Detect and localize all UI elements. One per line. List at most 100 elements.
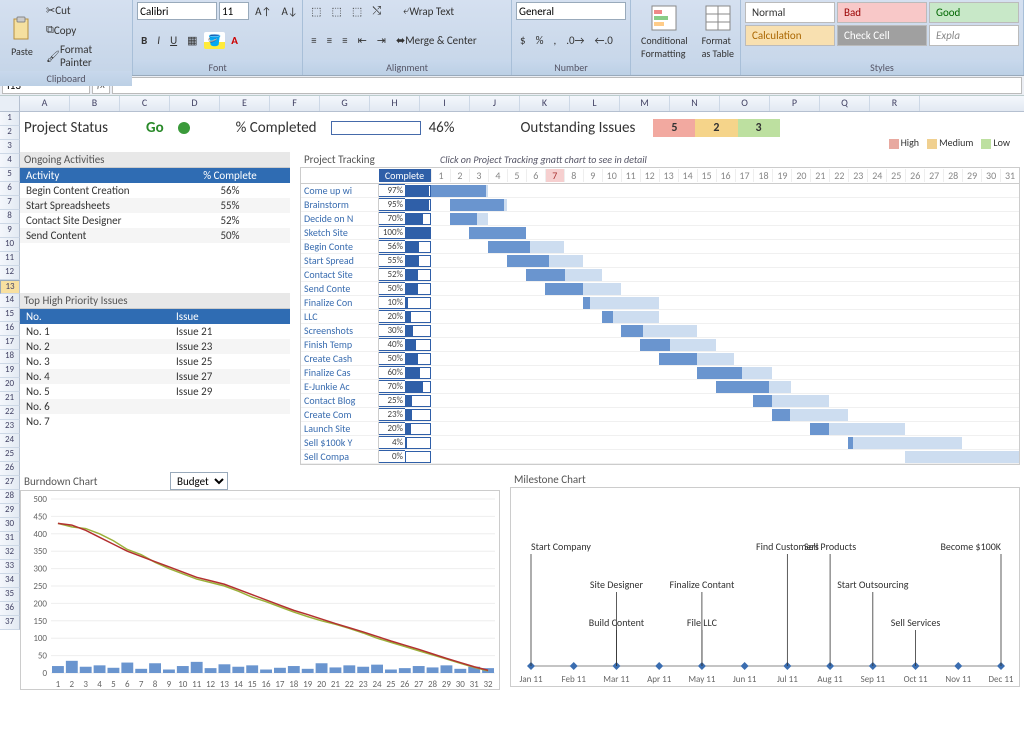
gantt-row[interactable]: Create Com23%: [301, 408, 1019, 422]
col-header[interactable]: H: [370, 96, 420, 111]
row-header[interactable]: 31: [0, 532, 20, 546]
col-header[interactable]: R: [870, 96, 920, 111]
align-right-button[interactable]: ≡: [338, 32, 351, 49]
align-bottom-button[interactable]: ⬚: [348, 3, 366, 20]
cut-button[interactable]: ✂ Cut: [42, 2, 128, 19]
row-header[interactable]: 17: [0, 336, 20, 350]
border-button[interactable]: ▦: [183, 32, 201, 49]
gantt-row[interactable]: Finalize Con10%: [301, 296, 1019, 310]
row-header[interactable]: 10: [0, 238, 20, 252]
col-header[interactable]: P: [770, 96, 820, 111]
row-header[interactable]: 19: [0, 364, 20, 378]
italic-button[interactable]: I: [153, 32, 164, 49]
row-header[interactable]: 18: [0, 350, 20, 364]
table-row[interactable]: No. 7: [20, 414, 290, 429]
select-all-corner[interactable]: [0, 96, 20, 111]
table-row[interactable]: No. 3Issue 25: [20, 354, 290, 369]
style-good[interactable]: Good: [929, 2, 1019, 23]
align-top-button[interactable]: ⬚: [307, 3, 325, 20]
row-header[interactable]: 7: [0, 196, 20, 210]
row-headers[interactable]: 1234567891011121314151617181920212223242…: [0, 112, 20, 630]
style-bad[interactable]: Bad: [837, 2, 927, 23]
col-header[interactable]: D: [170, 96, 220, 111]
col-header[interactable]: N: [670, 96, 720, 111]
row-header[interactable]: 36: [0, 602, 20, 616]
merge-button[interactable]: ⬌ Merge & Center: [392, 32, 481, 49]
style-calculation[interactable]: Calculation: [745, 25, 835, 46]
row-header[interactable]: 22: [0, 406, 20, 420]
col-header[interactable]: K: [520, 96, 570, 111]
row-header[interactable]: 29: [0, 504, 20, 518]
col-header[interactable]: J: [470, 96, 520, 111]
style-normal[interactable]: Normal: [745, 2, 835, 23]
gantt-row[interactable]: Contact Site52%: [301, 268, 1019, 282]
table-row[interactable]: Contact Site Designer52%: [20, 213, 290, 228]
gantt-row[interactable]: Finalize Cas60%: [301, 366, 1019, 380]
font-color-button[interactable]: A: [227, 32, 242, 49]
row-header[interactable]: 15: [0, 308, 20, 322]
burndown-chart[interactable]: 0501001502002503003504004505001234567891…: [20, 490, 500, 690]
gantt-row[interactable]: LLC20%: [301, 310, 1019, 324]
col-header[interactable]: F: [270, 96, 320, 111]
format-painter-button[interactable]: 🖌 Format Painter: [42, 41, 128, 71]
row-header[interactable]: 21: [0, 392, 20, 406]
orientation-button[interactable]: ⤭: [368, 2, 385, 20]
col-header[interactable]: A: [20, 96, 70, 111]
row-header[interactable]: 37: [0, 616, 20, 630]
row-header[interactable]: 30: [0, 518, 20, 532]
row-header[interactable]: 8: [0, 210, 20, 224]
row-header[interactable]: 26: [0, 462, 20, 476]
inc-decimal-button[interactable]: .0→: [562, 32, 588, 49]
table-row[interactable]: No. 4Issue 27: [20, 369, 290, 384]
font-size-select[interactable]: [219, 2, 249, 20]
gantt-row[interactable]: Start Spread55%: [301, 254, 1019, 268]
col-header[interactable]: B: [70, 96, 120, 111]
wrap-text-button[interactable]: ⤶ Wrap Text: [399, 2, 458, 20]
row-header[interactable]: 27: [0, 476, 20, 490]
col-header[interactable]: G: [320, 96, 370, 111]
row-header[interactable]: 20: [0, 378, 20, 392]
table-row[interactable]: No. 5Issue 29: [20, 384, 290, 399]
row-header[interactable]: 3: [0, 140, 20, 154]
bold-button[interactable]: B: [137, 32, 151, 49]
gantt-row[interactable]: Sell $100k Y4%: [301, 436, 1019, 450]
copy-button[interactable]: ⧉ Copy: [42, 21, 128, 39]
row-header[interactable]: 32: [0, 546, 20, 560]
style-check-cell[interactable]: Check Cell: [837, 25, 927, 46]
row-header[interactable]: 28: [0, 490, 20, 504]
table-row[interactable]: No. 1Issue 21: [20, 324, 290, 339]
row-header[interactable]: 6: [0, 182, 20, 196]
format-as-table-button[interactable]: Format as Table: [696, 2, 740, 62]
currency-button[interactable]: $: [516, 32, 530, 49]
gantt-row[interactable]: Contact Blog25%: [301, 394, 1019, 408]
gantt-row[interactable]: Sell Compa0%: [301, 450, 1019, 464]
col-header[interactable]: Q: [820, 96, 870, 111]
col-header[interactable]: M: [620, 96, 670, 111]
percent-button[interactable]: %: [532, 32, 548, 49]
align-center-button[interactable]: ≡: [323, 32, 336, 49]
burndown-dropdown[interactable]: Budget: [170, 472, 228, 490]
paste-button[interactable]: Paste: [4, 13, 40, 60]
gantt-chart[interactable]: Complete12345678910111213141516171819202…: [300, 167, 1020, 465]
gantt-row[interactable]: Brainstorm95%: [301, 198, 1019, 212]
decrease-font-button[interactable]: A↓: [277, 3, 301, 20]
row-header[interactable]: 11: [0, 252, 20, 266]
row-header[interactable]: 25: [0, 448, 20, 462]
row-header[interactable]: 33: [0, 560, 20, 574]
row-header[interactable]: 4: [0, 154, 20, 168]
gantt-row[interactable]: Decide on N70%: [301, 212, 1019, 226]
table-row[interactable]: No. 6: [20, 399, 290, 414]
row-header[interactable]: 24: [0, 434, 20, 448]
dec-decimal-button[interactable]: ←.0: [591, 32, 617, 49]
gantt-row[interactable]: Come up wi97%: [301, 184, 1019, 198]
font-name-select[interactable]: [137, 2, 217, 20]
style-explanatory[interactable]: Expla: [929, 25, 1019, 46]
row-header[interactable]: 13: [0, 280, 20, 294]
gantt-row[interactable]: Launch Site20%: [301, 422, 1019, 436]
gantt-row[interactable]: Finish Temp40%: [301, 338, 1019, 352]
row-header[interactable]: 9: [0, 224, 20, 238]
table-row[interactable]: Send Content50%: [20, 228, 290, 243]
gantt-row[interactable]: Sketch Site100%: [301, 226, 1019, 240]
row-header[interactable]: 16: [0, 322, 20, 336]
increase-font-button[interactable]: A↑: [251, 3, 275, 20]
